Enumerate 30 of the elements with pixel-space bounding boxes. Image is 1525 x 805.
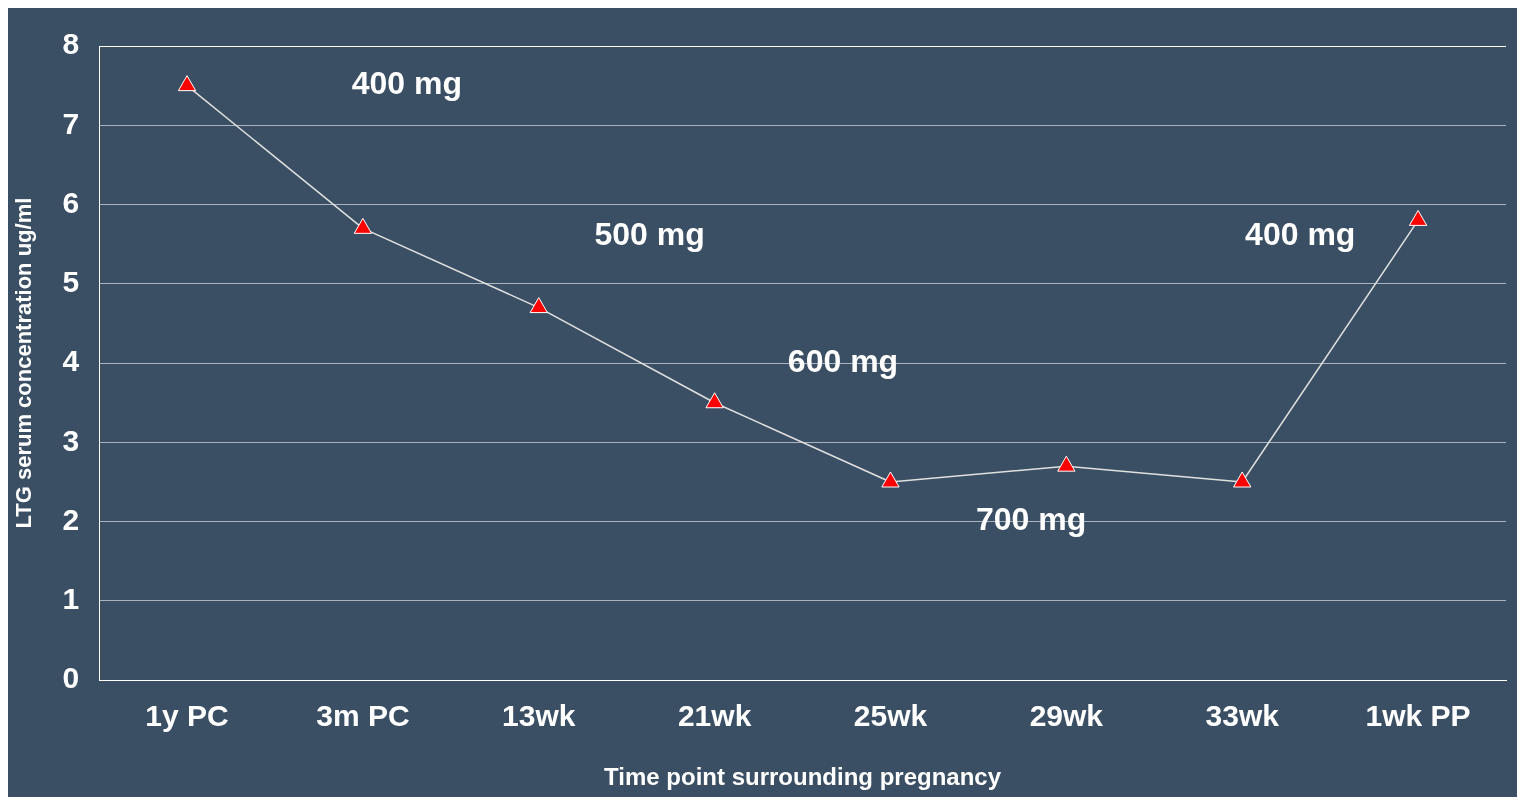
annotation: 400 mg (351, 65, 462, 102)
x-tick-label: 1y PC (145, 699, 229, 733)
y-tick-label: 2 (62, 502, 80, 536)
y-tick-label: 3 (62, 423, 80, 457)
x-tick-label: 3m PC (316, 699, 410, 733)
y-tick-label: 7 (62, 106, 80, 140)
y-tick-label: 1 (62, 582, 80, 616)
x-axis-title: Time point surrounding pregnancy (604, 763, 1002, 791)
annotation: 500 mg (594, 216, 705, 253)
point (881, 471, 900, 488)
x-tick-label: 1wk PP (1365, 699, 1471, 733)
y-tick-label: 5 (62, 265, 80, 299)
point (1408, 209, 1428, 226)
y-tick-label: 0 (62, 661, 80, 695)
x-tick-label: 25wk (853, 699, 928, 733)
point (177, 75, 197, 92)
x-tick-label: 29wk (1029, 699, 1104, 733)
y-axis-title: LTG serum concentration ug/ml (11, 197, 37, 529)
y-tick-label: 8 (62, 27, 80, 61)
point (1057, 455, 1076, 472)
point (705, 392, 724, 409)
point (1233, 471, 1252, 488)
y-tick-label: 4 (62, 344, 80, 378)
point (353, 217, 373, 234)
point (529, 297, 548, 314)
x-tick-label: 21wk (677, 699, 752, 733)
y-tick-label: 6 (62, 185, 80, 219)
annotation: 400 mg (1245, 216, 1356, 253)
x-tick-label: 33wk (1205, 699, 1280, 733)
x-tick-label: 13wk (502, 699, 576, 733)
